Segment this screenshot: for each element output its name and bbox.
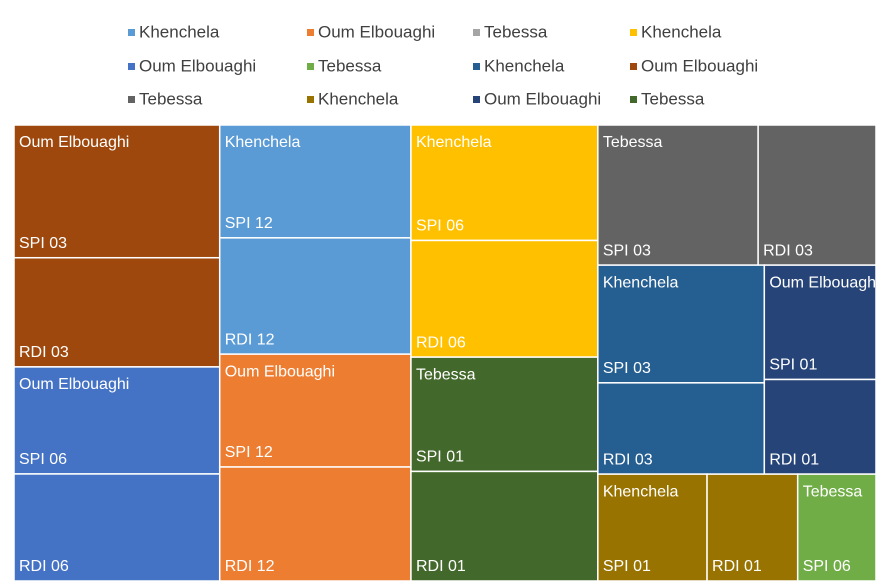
tile xyxy=(757,124,877,266)
tile-label: SPI 06 xyxy=(19,451,67,468)
legend-swatch xyxy=(128,96,135,103)
tile-label: SPI 03 xyxy=(603,360,651,377)
legend-label: Oum Elbouaghi xyxy=(318,22,435,41)
legend-swatch xyxy=(630,29,637,36)
group: SPI 03 RDI 03 Khenchela xyxy=(597,264,766,475)
legend-label: Oum Elbouaghi xyxy=(641,56,758,75)
tile-label: RDI 03 xyxy=(19,344,69,361)
tile-label: RDI 12 xyxy=(225,331,275,348)
tile xyxy=(763,264,877,381)
legend-swatch xyxy=(473,29,480,36)
tile xyxy=(218,124,412,239)
tile xyxy=(13,473,221,582)
tile xyxy=(763,378,877,475)
legend-label: Tebessa xyxy=(318,56,382,75)
tile-label: SPI 06 xyxy=(416,218,464,235)
legend-label: Tebessa xyxy=(641,89,705,108)
tile xyxy=(13,124,221,259)
tile xyxy=(13,366,221,475)
legend-item: Oum Elbouaghi xyxy=(307,22,435,41)
group: SPI 03 RDI 03 Tebessa xyxy=(597,124,877,266)
tile xyxy=(796,473,877,582)
group-label: Oum Elbouaghi xyxy=(225,363,335,380)
tile-label: RDI 01 xyxy=(769,451,819,468)
tile xyxy=(706,473,799,582)
legend-item: Tebessa xyxy=(473,22,548,41)
tile-label: SPI 01 xyxy=(416,449,464,466)
legend-swatch xyxy=(128,29,135,36)
legend-label: Tebessa xyxy=(139,89,203,108)
group-label: Oum Elbouaghi xyxy=(19,376,129,393)
tile-label: SPI 12 xyxy=(225,444,273,461)
tile xyxy=(218,466,412,582)
legend-label: Khenchela xyxy=(318,89,399,108)
tile-label: SPI 03 xyxy=(19,235,67,252)
legend-item: Khenchela xyxy=(128,22,220,41)
legend-swatch xyxy=(307,29,314,36)
legend-swatch xyxy=(630,96,637,103)
group: SPI 06 RDI 06 Khenchela xyxy=(410,124,599,358)
group-label: Oum Elbouaghi xyxy=(769,274,879,291)
legend-item: Khenchela xyxy=(473,56,565,75)
legend-label: Khenchela xyxy=(484,56,565,75)
legend-swatch xyxy=(630,63,637,70)
tile xyxy=(218,237,412,355)
tile-label: SPI 06 xyxy=(803,558,851,575)
legend-label: Khenchela xyxy=(641,22,722,41)
legend-item: Oum Elbouaghi xyxy=(473,89,601,108)
legend-label: Khenchela xyxy=(139,22,220,41)
legend-swatch xyxy=(307,63,314,70)
legend-item: Tebessa xyxy=(630,89,705,108)
tile xyxy=(410,239,599,358)
tile xyxy=(597,264,766,384)
group-label: Khenchela xyxy=(603,274,679,291)
group-label: Oum Elbouaghi xyxy=(19,134,129,151)
tile xyxy=(597,473,708,582)
legend-item: Tebessa xyxy=(128,89,203,108)
tile-label: RDI 06 xyxy=(416,334,466,351)
group-label: Tebessa xyxy=(803,483,863,500)
group: SPI 01 RDI 01 Tebessa xyxy=(410,356,599,582)
tile-label: RDI 01 xyxy=(712,558,762,575)
tile-label: RDI 06 xyxy=(19,558,69,575)
tile-label: SPI 01 xyxy=(769,357,817,374)
group: SPI 01 RDI 01 Oum Elbouaghi xyxy=(763,264,880,475)
group: SPI 06 Tebessa xyxy=(796,473,877,582)
legend-swatch xyxy=(307,96,314,103)
legend-swatch xyxy=(473,63,480,70)
group: SPI 01 RDI 01 Khenchela xyxy=(597,473,799,582)
tile-label: RDI 03 xyxy=(603,451,653,468)
tile xyxy=(410,470,599,582)
tile-label: RDI 01 xyxy=(416,558,466,575)
legend-item: Oum Elbouaghi xyxy=(128,56,256,75)
group-label: Khenchela xyxy=(603,483,679,500)
tile xyxy=(597,382,766,475)
group: SPI 12 RDI 12 Khenchela xyxy=(218,124,412,355)
legend-item: Oum Elbouaghi xyxy=(630,56,758,75)
legend-item: Tebessa xyxy=(307,56,382,75)
legend-label: Oum Elbouaghi xyxy=(139,56,256,75)
group: SPI 12 RDI 12 Oum Elbouaghi xyxy=(218,353,412,582)
tile-label: SPI 03 xyxy=(603,242,651,259)
group-label: Khenchela xyxy=(225,134,301,151)
legend-label: Oum Elbouaghi xyxy=(484,89,601,108)
legend-swatch xyxy=(128,63,135,70)
legend-label: Tebessa xyxy=(484,22,548,41)
group-label: Tebessa xyxy=(416,366,476,383)
tile xyxy=(597,124,759,266)
group-label: Tebessa xyxy=(603,134,663,151)
group-label: Khenchela xyxy=(416,134,492,151)
tile-label: SPI 12 xyxy=(225,215,273,232)
tile xyxy=(13,256,221,368)
legend-item: Khenchela xyxy=(630,22,722,41)
legend-item: Khenchela xyxy=(307,89,399,108)
tile-label: RDI 03 xyxy=(763,242,813,259)
tile-label: SPI 01 xyxy=(603,558,651,575)
tile-label: RDI 12 xyxy=(225,558,275,575)
group: SPI 03 RDI 03 Oum Elbouaghi xyxy=(13,124,221,368)
legend-swatch xyxy=(473,96,480,103)
group: SPI 06 RDI 06 Oum Elbouaghi xyxy=(13,366,221,582)
